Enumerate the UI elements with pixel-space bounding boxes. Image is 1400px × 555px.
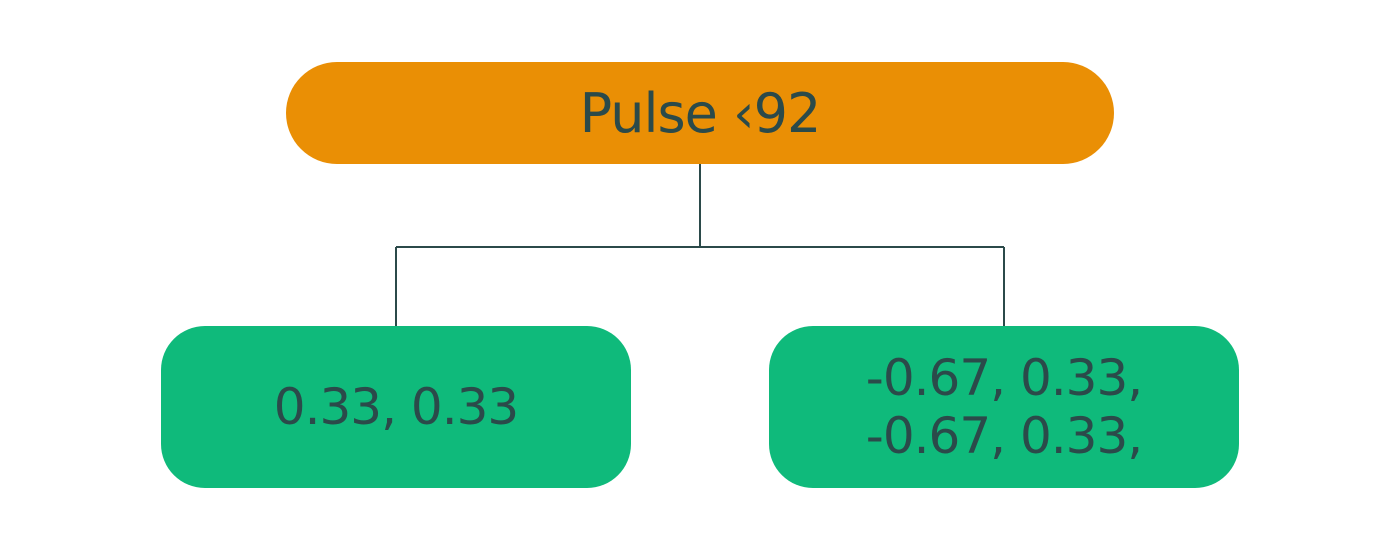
left-leaf-node: 0.33, 0.33 [161,326,631,488]
left-leaf-line-1: 0.33, 0.33 [273,378,519,436]
root-node: Pulse ‹92 [286,62,1114,164]
right-leaf-line-2: -0.67, 0.33, [865,407,1143,465]
right-leaf-line-1: -0.67, 0.33, [865,349,1143,407]
root-node-label: Pulse ‹92 [579,81,822,145]
right-leaf-node: -0.67, 0.33, -0.67, 0.33, [769,326,1239,488]
